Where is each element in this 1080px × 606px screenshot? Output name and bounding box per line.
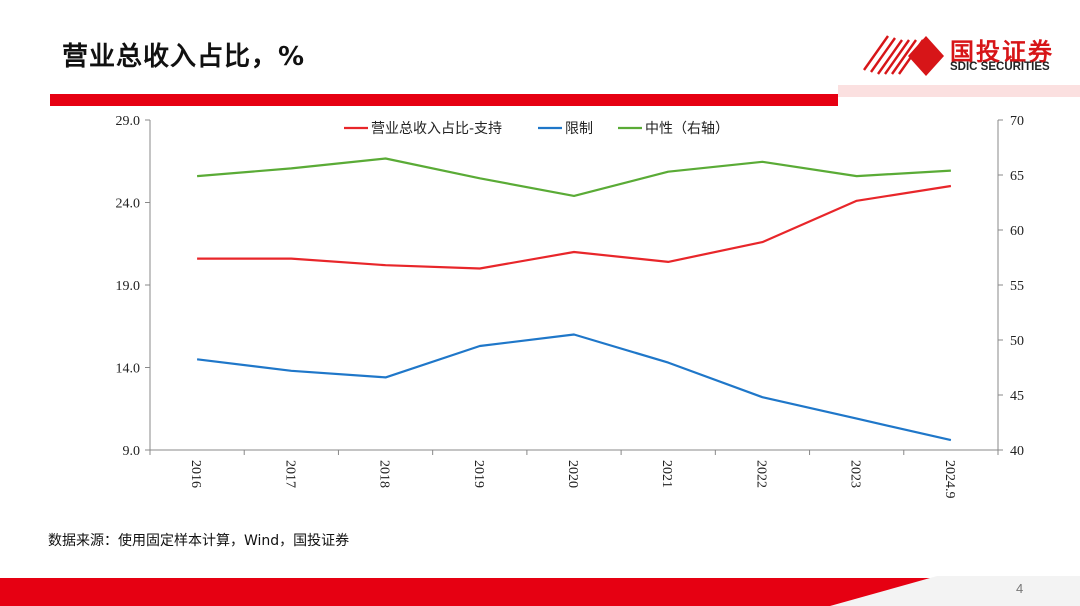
y-left-tick-label: 24.0 [116, 197, 141, 212]
x-tick-label: 2016 [188, 460, 203, 488]
series-line [197, 184, 952, 270]
legend-label: 营业总收入占比-支持 [371, 121, 502, 137]
y-left-tick-label: 14.0 [116, 362, 141, 377]
page-title: 营业总收入占比，% [62, 42, 306, 72]
y-right-tick-label: 70 [1010, 114, 1024, 129]
logo-text-en: SDIC SECURITIES [950, 61, 1050, 73]
sdic-logo: 国投证券 SDIC SECURITIES [862, 30, 1072, 78]
legend-label: 中性（右轴） [645, 121, 729, 137]
x-tick-label: 2023 [848, 460, 863, 488]
series-line [197, 157, 951, 197]
x-tick-label: 2017 [282, 460, 297, 488]
logo-text-cn: 国投证券 [950, 38, 1054, 66]
data-source-note: 数据来源：使用固定样本计算，Wind，国投证券 [48, 533, 350, 549]
y-right-tick-label: 55 [1010, 279, 1024, 294]
y-right-tick-label: 50 [1010, 334, 1024, 349]
logo-stripes-icon [863, 35, 944, 76]
legend-label: 限制 [565, 121, 593, 137]
header-divider-pink [838, 85, 1080, 97]
page-number: 4 [1016, 581, 1024, 596]
y-left-tick-label: 19.0 [116, 279, 141, 294]
line-chart: 29.0 24.0 19.0 14.0 9.0 70 65 60 55 50 45 40 2016 201… [116, 114, 1025, 499]
y-right-tick-label: 60 [1010, 224, 1024, 239]
y-right-tick-label: 40 [1010, 444, 1024, 459]
x-tick-label: 2021 [659, 460, 674, 488]
footer-bar [0, 576, 1080, 606]
y-right-tick-label: 45 [1010, 389, 1024, 404]
x-tick-label: 2020 [565, 460, 580, 488]
header-divider-red [50, 94, 838, 106]
x-tick-label: 2022 [753, 460, 768, 488]
x-tick-label: 2018 [377, 460, 392, 488]
series-line [196, 333, 952, 442]
y-left-tick-label: 9.0 [123, 444, 141, 459]
y-left-tick-label: 29.0 [116, 114, 141, 129]
y-right-tick-label: 65 [1010, 169, 1024, 184]
x-tick-label: 2019 [471, 460, 486, 488]
x-tick-label: 2024.9 [942, 460, 957, 499]
